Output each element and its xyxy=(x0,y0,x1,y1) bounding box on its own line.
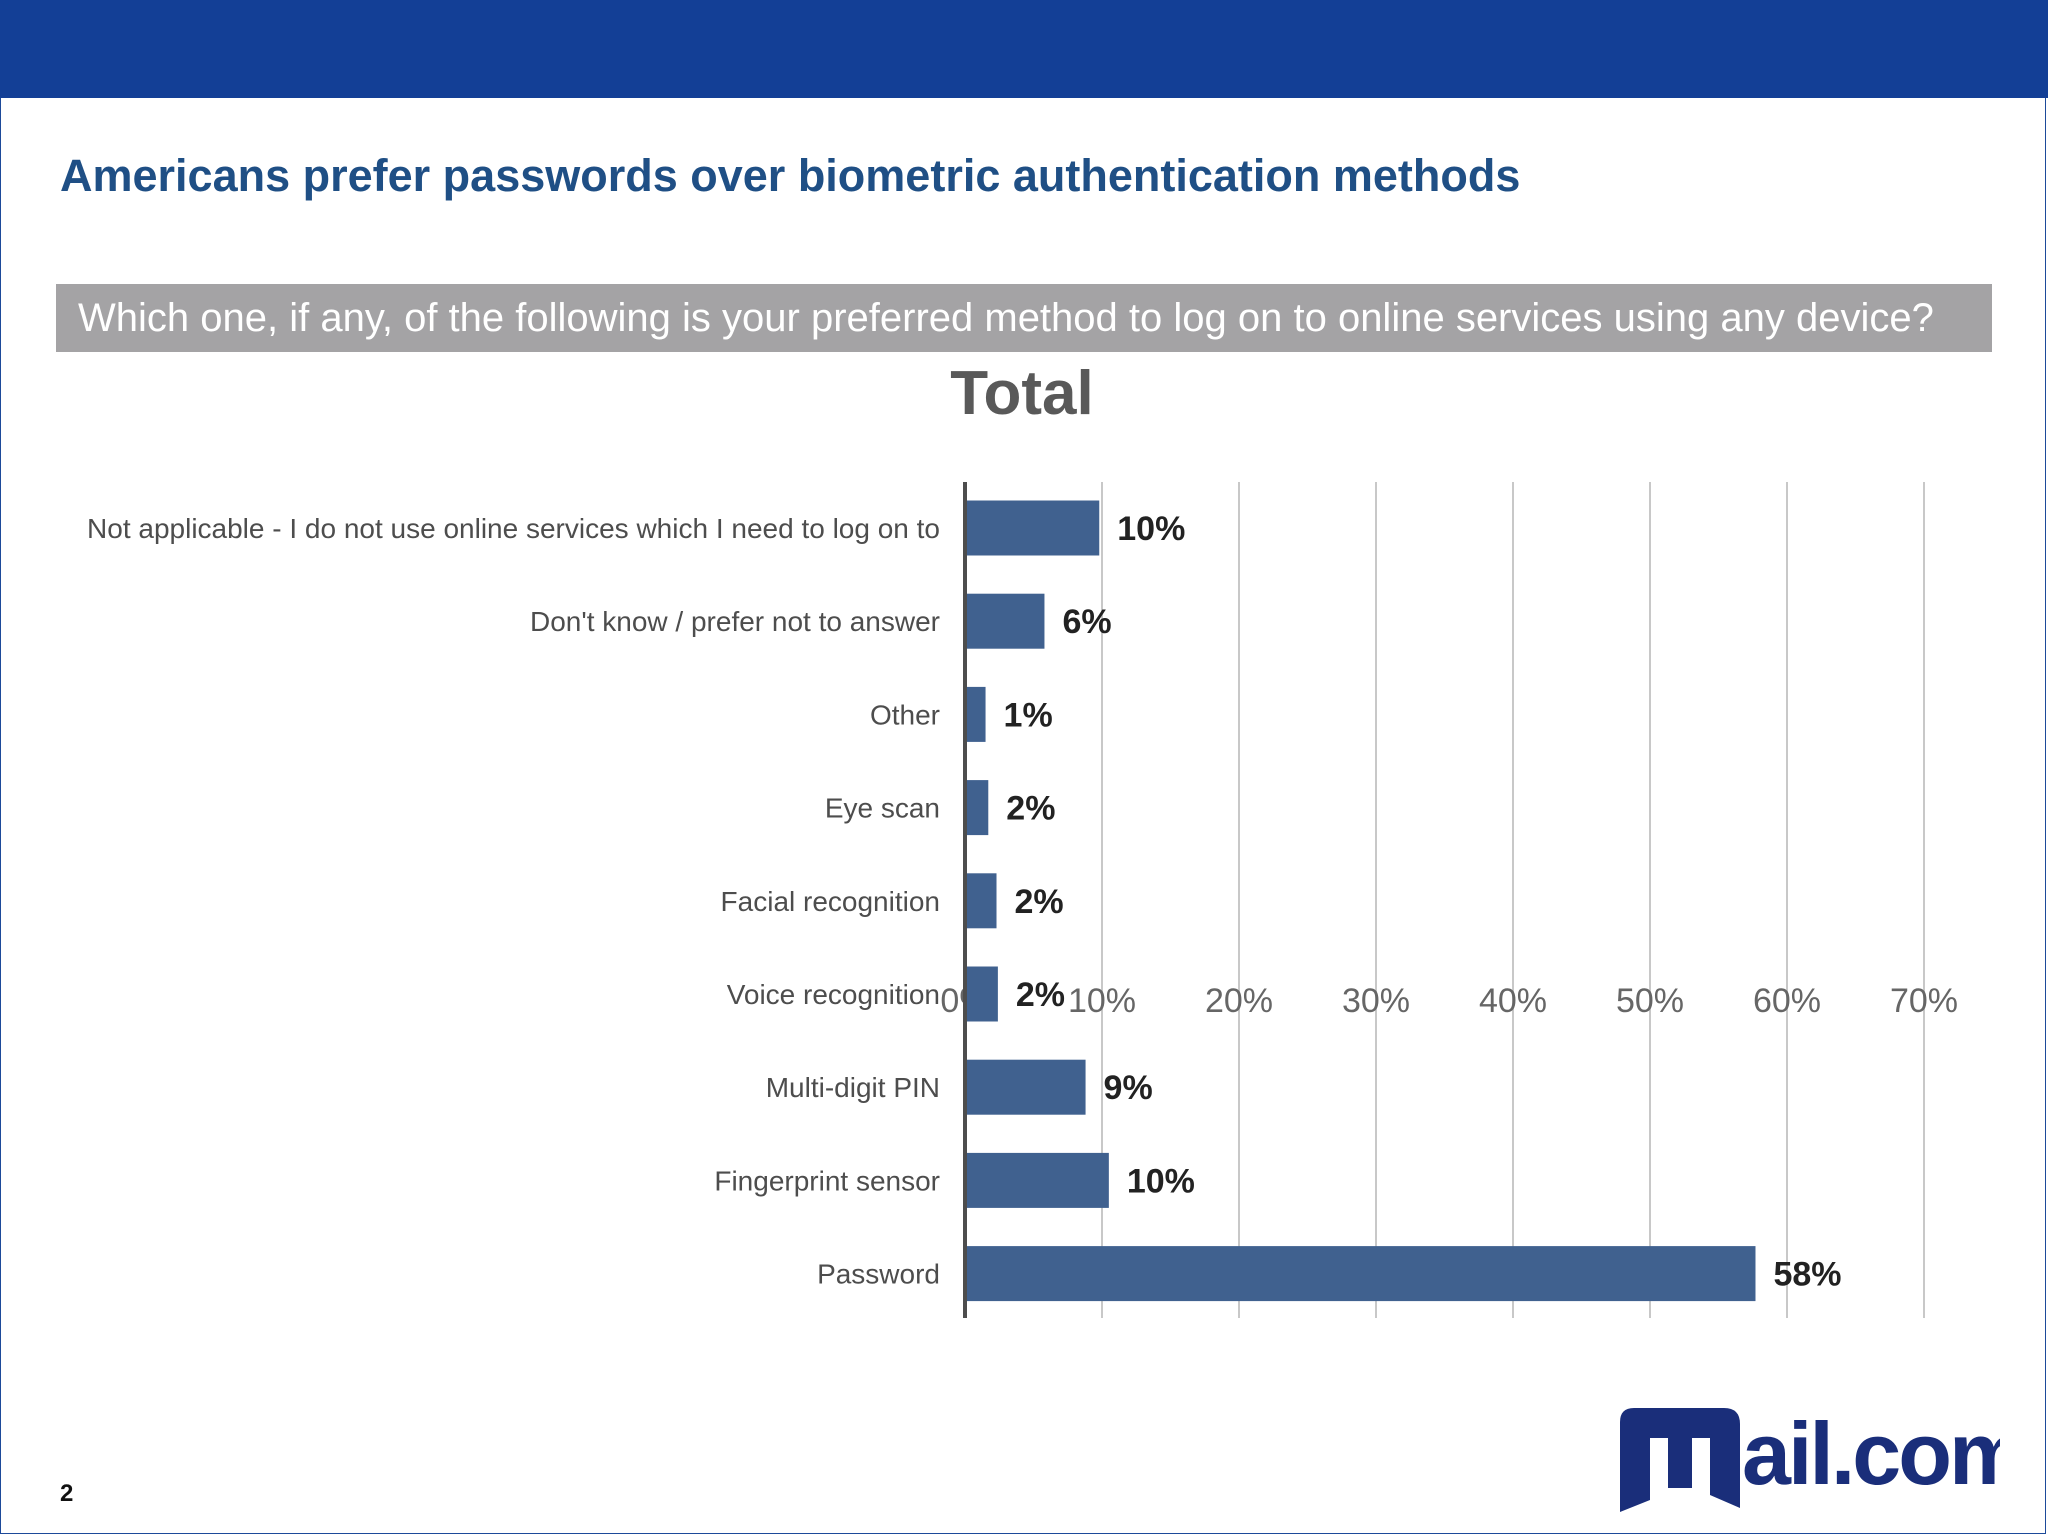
bar xyxy=(965,966,998,1022)
x-tick-label: 70% xyxy=(1890,982,1958,1020)
bar xyxy=(965,593,1045,649)
question-text: Which one, if any, of the following is y… xyxy=(78,296,1934,340)
data-label: 58% xyxy=(1773,1256,1841,1294)
category-label: Not applicable - I do not use online ser… xyxy=(87,513,940,544)
question-banner: Which one, if any, of the following is y… xyxy=(56,284,1992,352)
slide-title: Americans prefer passwords over biometri… xyxy=(60,150,1521,201)
chart-title: Total xyxy=(950,360,1094,428)
category-label: Other xyxy=(870,699,940,730)
category-label: Eye scan xyxy=(825,793,940,824)
bar xyxy=(965,873,997,929)
data-label: 10% xyxy=(1127,1162,1195,1200)
x-tick-label: 20% xyxy=(1205,982,1273,1020)
mailcom-logo: ail.com xyxy=(1620,1404,2000,1512)
x-tick-label: 10% xyxy=(1068,982,1136,1020)
category-label: Voice recognition xyxy=(727,979,940,1010)
data-label: 2% xyxy=(1006,790,1055,828)
bar xyxy=(965,500,1100,556)
category-label: Password xyxy=(817,1259,940,1290)
bar xyxy=(965,686,986,742)
x-tick-label: 30% xyxy=(1342,982,1410,1020)
page-number: 2 xyxy=(60,1480,74,1507)
svg-text:ail.com: ail.com xyxy=(1742,1404,2000,1503)
category-label: Facial recognition xyxy=(721,886,940,917)
data-label: 9% xyxy=(1104,1069,1153,1107)
bar xyxy=(965,1152,1109,1208)
data-label: 2% xyxy=(1016,976,1065,1014)
category-label: Don't know / prefer not to answer xyxy=(530,606,940,637)
category-label: Multi-digit PIN xyxy=(766,1072,940,1103)
top-band xyxy=(0,0,2048,98)
category-label: Fingerprint sensor xyxy=(714,1165,940,1196)
bar-chart: Total0%10%20%30%40%50%60%70%Not applicab… xyxy=(87,360,1958,1318)
x-tick-label: 50% xyxy=(1616,982,1684,1020)
x-tick-label: 60% xyxy=(1753,982,1821,1020)
x-tick-label: 40% xyxy=(1479,982,1547,1020)
bar xyxy=(965,780,989,836)
bar xyxy=(965,1059,1086,1115)
data-label: 6% xyxy=(1062,603,1111,641)
data-label: 2% xyxy=(1015,883,1064,921)
bar xyxy=(965,1246,1756,1302)
data-label: 1% xyxy=(1004,696,1053,734)
data-label: 10% xyxy=(1117,510,1185,548)
